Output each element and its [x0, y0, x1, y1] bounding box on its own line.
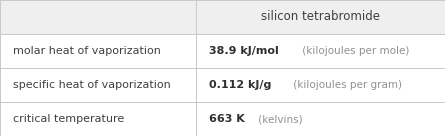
Text: (kilojoules per mole): (kilojoules per mole): [299, 46, 409, 56]
Bar: [0, 0, 445, 34]
Text: critical temperature: critical temperature: [13, 114, 125, 124]
Bar: [0, 68, 445, 102]
Text: (kilojoules per gram): (kilojoules per gram): [290, 80, 402, 90]
Text: silicon tetrabromide: silicon tetrabromide: [261, 10, 380, 24]
Text: 0.112 kJ/g: 0.112 kJ/g: [209, 80, 271, 90]
Bar: [0, 34, 445, 68]
Text: 38.9 kJ/mol: 38.9 kJ/mol: [209, 46, 279, 56]
Text: (kelvins): (kelvins): [255, 114, 303, 124]
Text: specific heat of vaporization: specific heat of vaporization: [13, 80, 171, 90]
Text: molar heat of vaporization: molar heat of vaporization: [13, 46, 161, 56]
Text: 663 K: 663 K: [209, 114, 245, 124]
Bar: [0, 102, 445, 136]
